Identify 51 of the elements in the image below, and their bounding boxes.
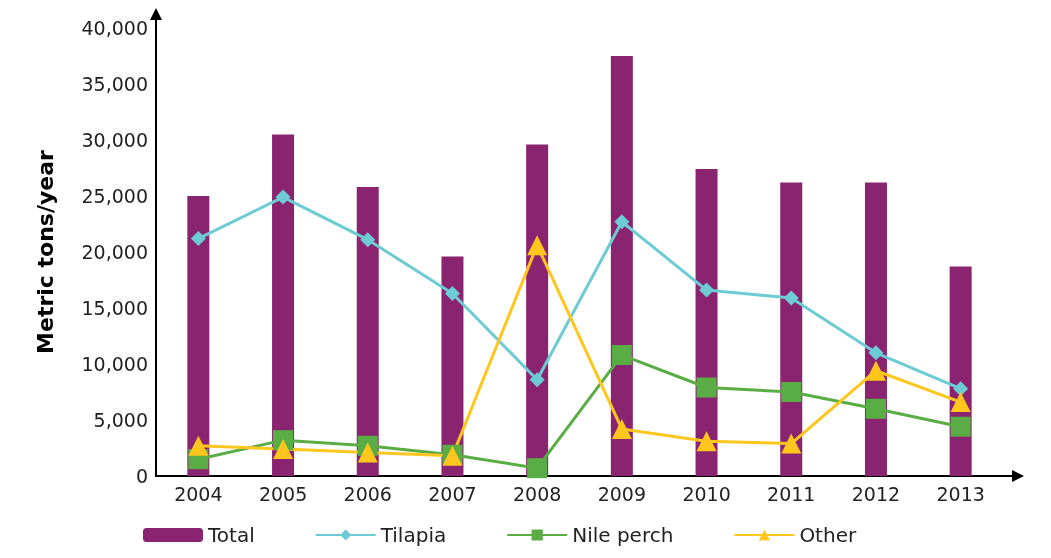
bar bbox=[272, 134, 295, 476]
x-tick-label: 2012 bbox=[851, 482, 901, 505]
point bbox=[444, 285, 460, 301]
point bbox=[614, 214, 630, 230]
x-tick-label: 2008 bbox=[512, 482, 562, 505]
x-tick-label: 2007 bbox=[428, 482, 477, 505]
legend-label: Nile perch bbox=[572, 523, 674, 547]
point bbox=[865, 360, 886, 381]
x-tick-label: 2013 bbox=[936, 482, 985, 505]
x-tick-label: 2004 bbox=[174, 482, 223, 505]
point bbox=[529, 372, 545, 388]
point bbox=[188, 435, 209, 456]
y-tick-label: 30,000 bbox=[81, 129, 148, 151]
legend-label: Other bbox=[799, 523, 857, 547]
point bbox=[275, 189, 291, 205]
point bbox=[699, 282, 715, 298]
point bbox=[868, 345, 884, 361]
point bbox=[783, 290, 799, 306]
x-tick-label: 2011 bbox=[767, 482, 816, 505]
x-tick-label: 2005 bbox=[258, 482, 308, 505]
y-tick-label: 25,000 bbox=[81, 185, 148, 207]
y-axis-title: Metric tons/year bbox=[32, 149, 58, 354]
x-tick-label: 2006 bbox=[343, 482, 392, 505]
y-tick-label: 0 bbox=[135, 465, 148, 487]
point bbox=[950, 416, 971, 437]
point bbox=[781, 382, 802, 402]
y-tick-label: 15,000 bbox=[81, 297, 148, 319]
point bbox=[273, 439, 294, 460]
point bbox=[527, 235, 548, 256]
bar bbox=[610, 56, 633, 476]
y-tick-label: 20,000 bbox=[81, 241, 148, 263]
x-tick-label: 2010 bbox=[682, 482, 731, 505]
point bbox=[190, 231, 206, 247]
y-tick-label: 5,000 bbox=[93, 409, 148, 431]
point bbox=[611, 418, 632, 439]
legend-label: Total bbox=[207, 523, 255, 547]
y-tick-label: 10,000 bbox=[81, 353, 148, 375]
point bbox=[953, 381, 969, 397]
point bbox=[360, 232, 376, 248]
point bbox=[357, 442, 378, 463]
point bbox=[611, 345, 632, 366]
point bbox=[781, 433, 802, 454]
y-tick-label: 35,000 bbox=[81, 73, 148, 95]
x-tick-label: 2009 bbox=[597, 482, 647, 505]
point bbox=[696, 377, 717, 398]
point bbox=[696, 431, 717, 452]
y-tick-label: 40,000 bbox=[81, 17, 148, 39]
point bbox=[950, 392, 971, 413]
point bbox=[865, 398, 886, 419]
point bbox=[527, 458, 548, 479]
legend-label: Tilapia bbox=[379, 523, 447, 547]
